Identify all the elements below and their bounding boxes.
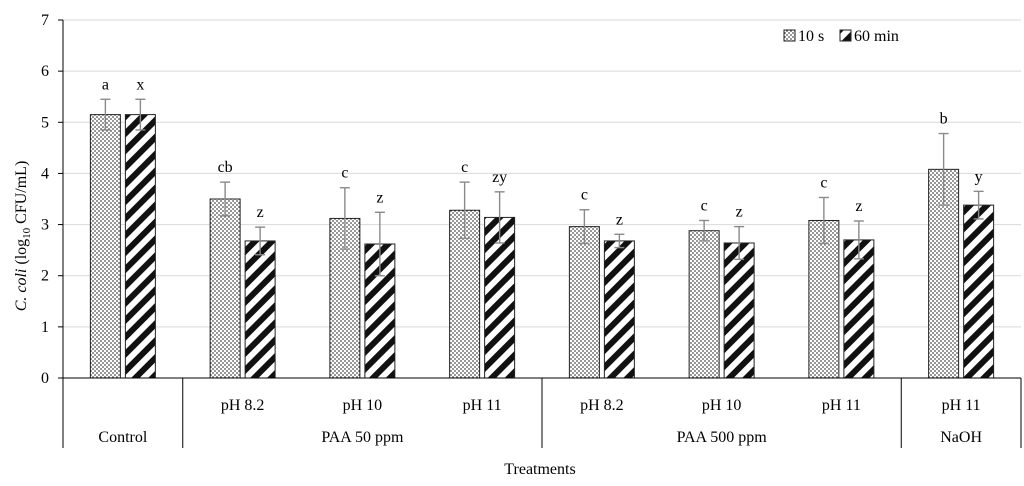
bars: [89, 114, 995, 379]
category-sub-label: pH 10: [343, 397, 383, 414]
category-sub-label: pH 8.2: [580, 397, 624, 414]
bar: [963, 204, 995, 379]
legend-swatch: [783, 29, 796, 42]
bar: [209, 198, 241, 379]
significance-letter: c: [581, 187, 588, 204]
bar: [568, 226, 600, 379]
legend: 10 s 60 min: [783, 28, 899, 45]
bar: [603, 240, 635, 379]
category-group-label: NaOH: [940, 429, 982, 446]
category-group-label: PAA 50 ppm: [321, 429, 404, 446]
significance-letter: z: [616, 211, 623, 228]
significance-letter: z: [376, 189, 383, 206]
y-axis-label-unit: (log: [13, 239, 30, 269]
y-axis-label-organism: C. coli: [13, 269, 30, 312]
significance-letter: a: [102, 76, 109, 93]
bar: [723, 242, 755, 379]
error-bars: [100, 98, 984, 277]
category-sub-label: pH 8.2: [221, 397, 265, 414]
bar: [808, 219, 840, 379]
bar: [688, 230, 720, 379]
y-tick-label: 0: [41, 370, 49, 387]
x-axis-label: Treatments: [504, 461, 575, 478]
y-tick-label: 1: [41, 319, 49, 336]
y-tick-label: 3: [41, 217, 49, 234]
significance-letter: z: [855, 198, 862, 215]
bar: [843, 239, 875, 379]
significance-letter: cb: [218, 159, 233, 176]
y-tick-label: 5: [41, 114, 49, 131]
y-axis-label-subscript: 10: [21, 227, 33, 239]
legend-label: 10 s: [798, 28, 824, 45]
bar: [124, 114, 156, 379]
category-group-label: Control: [98, 429, 147, 446]
significance-letter: z: [736, 204, 743, 221]
significance-letter: c: [701, 197, 708, 214]
gridlines: [63, 19, 1021, 328]
bar: [244, 240, 276, 379]
legend-swatch: [839, 29, 852, 42]
category-sub-label: pH 11: [463, 397, 502, 414]
significance-letter: c: [461, 159, 468, 176]
y-axis-label: C. coli (log10 CFU/mL): [13, 161, 33, 312]
significance-letter: b: [940, 111, 948, 128]
category-sub-label: pH 11: [942, 397, 981, 414]
significance-letter: x: [136, 76, 144, 93]
category-group-label: PAA 500 ppm: [677, 429, 768, 446]
y-tick-label: 6: [41, 63, 49, 80]
y-axis-label-unit-end: CFU/mL): [13, 161, 30, 228]
category-sub-label: pH 10: [702, 397, 742, 414]
bar: [484, 216, 516, 379]
y-tick-label: 4: [41, 165, 49, 182]
legend-label: 60 min: [854, 28, 899, 45]
significance-letter: z: [257, 204, 264, 221]
significance-letter: y: [975, 168, 983, 185]
significance-letter: c: [820, 174, 827, 191]
bar: [89, 114, 121, 379]
y-tick-label: 2: [41, 268, 49, 285]
category-sub-label: pH 11: [822, 397, 861, 414]
significance-letter: zy: [492, 169, 507, 186]
significance-letter: c: [341, 165, 348, 182]
axes: 0 1 2 3 4 5 6 7 pH 8.2 pH 10 pH 11 pH 8.2 pH 10 pH 11…: [41, 12, 1022, 448]
y-tick-label: 7: [41, 12, 49, 29]
